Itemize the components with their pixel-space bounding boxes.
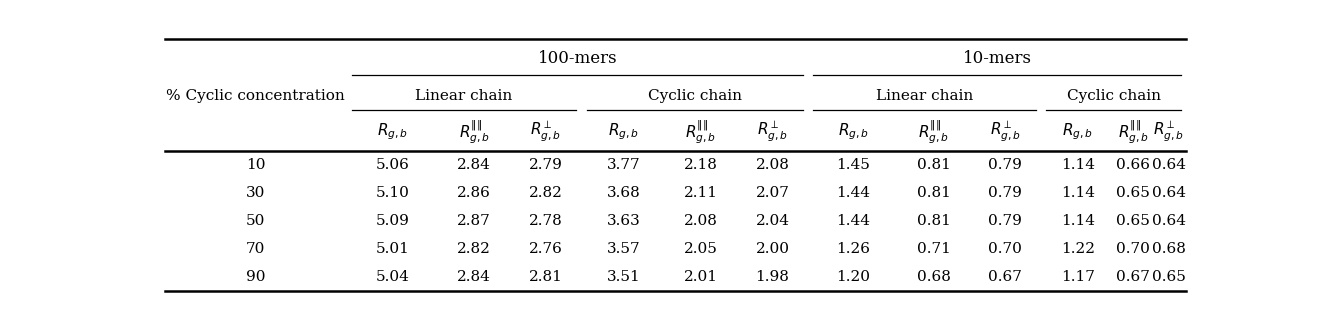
Text: 10-mers: 10-mers bbox=[962, 50, 1032, 67]
Text: Linear chain: Linear chain bbox=[876, 88, 973, 102]
Text: 0.66: 0.66 bbox=[1116, 158, 1151, 172]
Text: 10: 10 bbox=[246, 158, 265, 172]
Text: 0.81: 0.81 bbox=[917, 214, 950, 228]
Text: $R_{g,b}$: $R_{g,b}$ bbox=[1062, 122, 1094, 142]
Text: 3.63: 3.63 bbox=[606, 214, 641, 228]
Text: 0.81: 0.81 bbox=[917, 186, 950, 200]
Text: 1.14: 1.14 bbox=[1061, 214, 1095, 228]
Text: 0.81: 0.81 bbox=[917, 158, 950, 172]
Text: 1.20: 1.20 bbox=[836, 270, 870, 284]
Text: $R^{\perp}_{g,b}$: $R^{\perp}_{g,b}$ bbox=[1153, 120, 1185, 144]
Text: 2.81: 2.81 bbox=[529, 270, 563, 284]
Text: 2.82: 2.82 bbox=[529, 186, 563, 200]
Text: 0.79: 0.79 bbox=[988, 158, 1023, 172]
Text: Cyclic chain: Cyclic chain bbox=[648, 88, 742, 102]
Text: $R^{\|\|}_{g,b}$: $R^{\|\|}_{g,b}$ bbox=[1118, 118, 1148, 146]
Text: 0.68: 0.68 bbox=[917, 270, 950, 284]
Text: $R_{g,b}$: $R_{g,b}$ bbox=[377, 122, 409, 142]
Text: 0.70: 0.70 bbox=[1116, 242, 1151, 256]
Text: $R^{\|\|}_{g,b}$: $R^{\|\|}_{g,b}$ bbox=[459, 118, 490, 146]
Text: 2.01: 2.01 bbox=[684, 270, 718, 284]
Text: 5.10: 5.10 bbox=[376, 186, 410, 200]
Text: 0.65: 0.65 bbox=[1152, 270, 1186, 284]
Text: 2.18: 2.18 bbox=[684, 158, 718, 172]
Text: 0.67: 0.67 bbox=[988, 270, 1023, 284]
Text: 2.82: 2.82 bbox=[457, 242, 492, 256]
Text: 2.86: 2.86 bbox=[457, 186, 492, 200]
Text: 0.70: 0.70 bbox=[988, 242, 1023, 256]
Text: 1.44: 1.44 bbox=[836, 186, 870, 200]
Text: 0.67: 0.67 bbox=[1116, 270, 1151, 284]
Text: 2.11: 2.11 bbox=[684, 186, 718, 200]
Text: 1.14: 1.14 bbox=[1061, 158, 1095, 172]
Text: 0.68: 0.68 bbox=[1152, 242, 1186, 256]
Text: 0.71: 0.71 bbox=[917, 242, 950, 256]
Text: 0.65: 0.65 bbox=[1116, 214, 1151, 228]
Text: 2.84: 2.84 bbox=[457, 270, 492, 284]
Text: 1.45: 1.45 bbox=[836, 158, 870, 172]
Text: 5.04: 5.04 bbox=[376, 270, 410, 284]
Text: 2.08: 2.08 bbox=[755, 158, 789, 172]
Text: 1.14: 1.14 bbox=[1061, 186, 1095, 200]
Text: 2.05: 2.05 bbox=[684, 242, 718, 256]
Text: 100-mers: 100-mers bbox=[538, 50, 617, 67]
Text: 2.08: 2.08 bbox=[684, 214, 718, 228]
Text: 2.78: 2.78 bbox=[529, 214, 563, 228]
Text: 1.22: 1.22 bbox=[1061, 242, 1095, 256]
Text: $R^{\|\|}_{g,b}$: $R^{\|\|}_{g,b}$ bbox=[685, 118, 717, 146]
Text: 0.64: 0.64 bbox=[1152, 214, 1186, 228]
Text: 2.07: 2.07 bbox=[755, 186, 789, 200]
Text: 3.57: 3.57 bbox=[606, 242, 641, 256]
Text: 0.79: 0.79 bbox=[988, 214, 1023, 228]
Text: 1.44: 1.44 bbox=[836, 214, 870, 228]
Text: 0.79: 0.79 bbox=[988, 186, 1023, 200]
Text: 1.98: 1.98 bbox=[755, 270, 789, 284]
Text: 2.76: 2.76 bbox=[529, 242, 563, 256]
Text: 30: 30 bbox=[246, 186, 265, 200]
Text: 1.26: 1.26 bbox=[836, 242, 870, 256]
Text: 5.06: 5.06 bbox=[376, 158, 410, 172]
Text: 2.87: 2.87 bbox=[457, 214, 492, 228]
Text: 0.65: 0.65 bbox=[1116, 186, 1151, 200]
Text: 3.68: 3.68 bbox=[606, 186, 641, 200]
Text: 2.00: 2.00 bbox=[755, 242, 789, 256]
Text: 0.64: 0.64 bbox=[1152, 186, 1186, 200]
Text: 90: 90 bbox=[246, 270, 265, 284]
Text: $R_{g,b}$: $R_{g,b}$ bbox=[608, 122, 639, 142]
Text: 5.01: 5.01 bbox=[376, 242, 410, 256]
Text: $R^{\perp}_{g,b}$: $R^{\perp}_{g,b}$ bbox=[757, 120, 788, 144]
Text: 1.17: 1.17 bbox=[1061, 270, 1095, 284]
Text: $R^{\|\|}_{g,b}$: $R^{\|\|}_{g,b}$ bbox=[919, 118, 949, 146]
Text: % Cyclic concentration: % Cyclic concentration bbox=[166, 88, 345, 102]
Text: 0.64: 0.64 bbox=[1152, 158, 1186, 172]
Text: 2.79: 2.79 bbox=[529, 158, 563, 172]
Text: 2.84: 2.84 bbox=[457, 158, 492, 172]
Text: 3.51: 3.51 bbox=[606, 270, 641, 284]
Text: 3.77: 3.77 bbox=[606, 158, 641, 172]
Text: Linear chain: Linear chain bbox=[415, 88, 513, 102]
Text: 70: 70 bbox=[246, 242, 265, 256]
Text: Cyclic chain: Cyclic chain bbox=[1066, 88, 1161, 102]
Text: $R^{\perp}_{g,b}$: $R^{\perp}_{g,b}$ bbox=[530, 120, 561, 144]
Text: $R_{g,b}$: $R_{g,b}$ bbox=[838, 122, 869, 142]
Text: 50: 50 bbox=[246, 214, 265, 228]
Text: 2.04: 2.04 bbox=[755, 214, 789, 228]
Text: 5.09: 5.09 bbox=[376, 214, 410, 228]
Text: $R^{\perp}_{g,b}$: $R^{\perp}_{g,b}$ bbox=[990, 120, 1021, 144]
